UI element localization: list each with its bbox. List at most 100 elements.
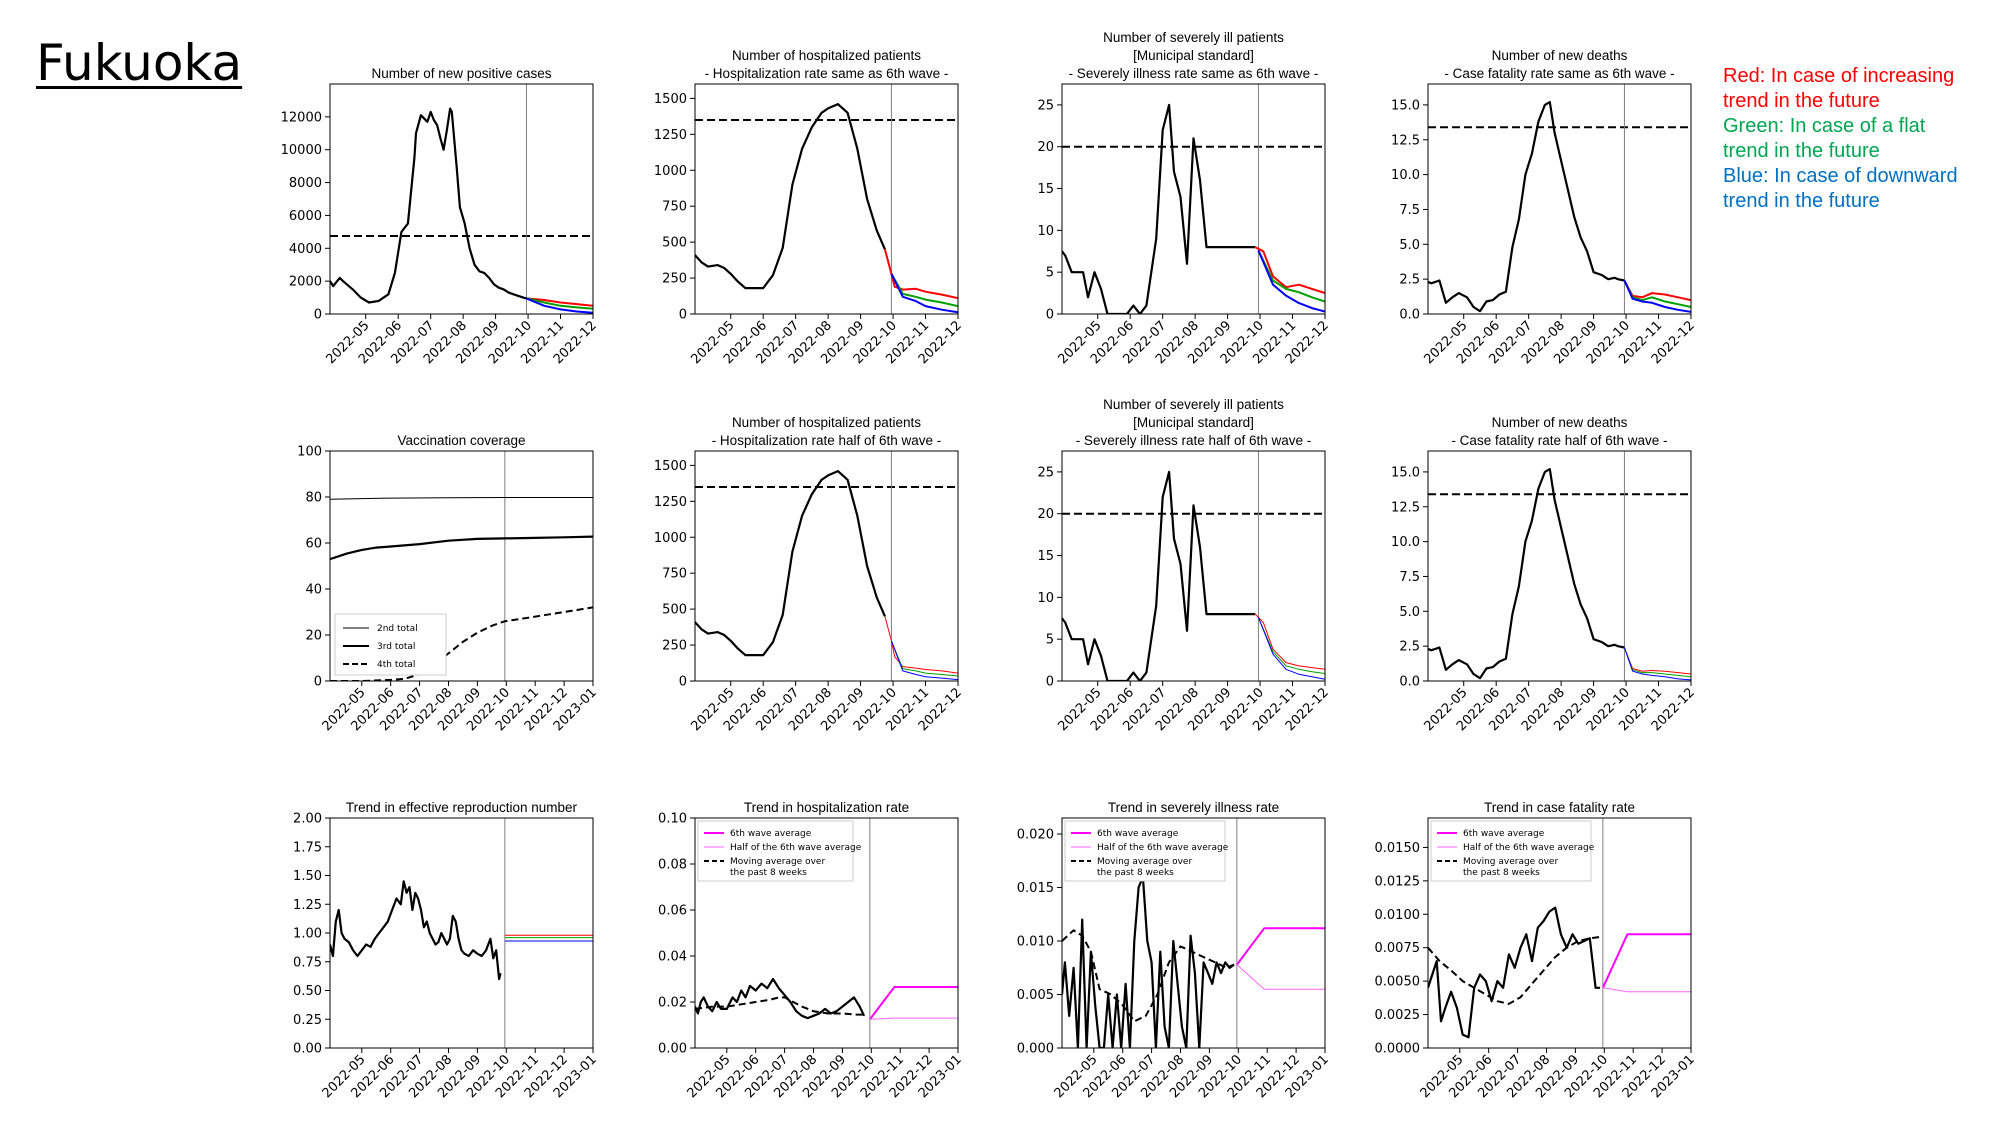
chart-cfr: Trend in case fatality rate 0.0000 0.0025 0…: [1375, 800, 1698, 1101]
chart-title: [Municipal standard]: [1133, 48, 1254, 63]
plot-frame: [1061, 817, 1326, 1049]
legend-box: [1430, 820, 1592, 882]
plot-area: [1062, 84, 1325, 314]
y-tick-label: 0: [1046, 308, 1054, 323]
series-magenta: [1601, 933, 1691, 989]
y-tick-label: 1250: [654, 495, 687, 510]
y-tick-label: 0.04: [658, 950, 687, 965]
chart-cases: Number of new positive cases 0 2000 4000 600…: [281, 66, 600, 367]
series-increase: [1254, 246, 1325, 295]
series-dashed: [1062, 929, 1235, 1023]
series-decrease_thin: [890, 640, 958, 681]
plot-area: [695, 451, 958, 681]
legend-line: trend in the future: [1723, 140, 1880, 162]
series-thin: [330, 497, 593, 500]
y-tick-label: 1000: [654, 531, 687, 546]
legend-label: Half of the 6th wave average: [1463, 843, 1595, 853]
y-tick-label: 0.0050: [1375, 975, 1421, 990]
series-observed: [330, 535, 593, 561]
y-tick-label: 0.0075: [1375, 941, 1421, 956]
series-dashed: [1428, 936, 1601, 1005]
y-tick-label: 20: [1037, 507, 1054, 522]
series-flat: [890, 273, 958, 308]
y-tick-label: 60: [305, 537, 322, 552]
y-tick-label: 2.5: [1399, 273, 1420, 288]
plot-area: [330, 451, 593, 681]
series-observed: [1062, 103, 1256, 314]
plot-frame: [694, 817, 959, 1049]
y-tick-label: 2000: [289, 275, 322, 290]
legend-label: Moving average over: [1463, 857, 1558, 867]
plot-area: [1428, 451, 1691, 681]
chart-title: - Severely illness rate same as 6th wave…: [1069, 66, 1319, 81]
chart-severe_half: Number of severely ill patients [Municipa…: [1037, 397, 1331, 734]
y-tick-label: 40: [305, 583, 322, 598]
chart-title: Number of hospitalized patients: [732, 415, 921, 430]
y-tick-label: 25: [1037, 465, 1054, 480]
series-magenta: [1236, 927, 1325, 966]
plot-area: [330, 818, 593, 1048]
chart-rt: Trend in effective reproduction number 0.…: [293, 800, 600, 1101]
series-magenta: [869, 986, 958, 1020]
y-tick-label: 2.00: [293, 812, 322, 827]
plot-frame: [1061, 83, 1326, 315]
y-tick-label: 1.50: [293, 869, 322, 884]
y-tick-label: 0.75: [293, 955, 322, 970]
series-observed: [1428, 906, 1600, 1039]
y-tick-label: 1250: [654, 128, 687, 143]
legend-label: Moving average over: [1097, 857, 1192, 867]
y-tick-label: 6000: [289, 209, 322, 224]
chart-vaccination: Vaccination coverage0204060801002022-052…: [297, 433, 600, 734]
chart-title: Trend in effective reproduction number: [346, 800, 578, 815]
y-tick-label: 0.50: [293, 984, 322, 999]
series-pink: [869, 1017, 958, 1020]
y-tick-label: 0.000: [1017, 1042, 1054, 1057]
y-tick-label: 0.010: [1017, 935, 1054, 950]
chart-hosp_rate: Trend in hospitalization rate 0.00 0.02 0.0…: [658, 800, 965, 1101]
y-tick-label: 750: [662, 567, 687, 582]
y-tick-label: 0.25: [293, 1013, 322, 1028]
legend-label: the past 8 weeks: [1463, 868, 1540, 878]
series-observed: [330, 107, 527, 304]
y-tick-label: 0.00: [658, 1042, 687, 1057]
chart-title: Number of new deaths: [1492, 415, 1628, 430]
series-observed: [695, 470, 886, 657]
series-increase: [883, 249, 958, 300]
y-tick-label: 0.0: [1399, 308, 1420, 323]
y-tick-label: 10: [1037, 591, 1054, 606]
series-increase_thin: [1254, 613, 1325, 670]
y-tick-label: 0: [314, 308, 322, 323]
plot-frame: [694, 83, 959, 315]
y-tick-label: 100: [297, 445, 322, 460]
y-tick-label: 20: [1037, 140, 1054, 155]
plot-frame: [694, 450, 959, 682]
series-observed: [1428, 101, 1625, 313]
legend-label: 6th wave average: [730, 829, 812, 839]
y-tick-label: 1500: [654, 92, 687, 107]
y-tick-label: 1000: [654, 164, 687, 179]
y-tick-label: 0.005: [1017, 988, 1054, 1003]
series-flat_thin: [1257, 617, 1325, 674]
y-tick-label: 5: [1046, 633, 1054, 648]
y-tick-label: 0: [1046, 675, 1054, 690]
series-decrease_thin: [1623, 647, 1691, 681]
series-decrease: [1257, 250, 1325, 313]
chart-deaths_half: Number of new deaths - Case fatality rate…: [1391, 415, 1698, 734]
y-tick-label: 25: [1037, 98, 1054, 113]
plot-area: [1062, 451, 1325, 681]
y-tick-label: 2.5: [1399, 640, 1420, 655]
chart-severe_same: Number of severely ill patients [Municipa…: [1037, 30, 1331, 367]
y-tick-label: 0.0150: [1375, 841, 1421, 856]
y-tick-label: 0.015: [1017, 881, 1054, 896]
chart-hosp_half: Number of hospitalized patients - Hospita…: [654, 415, 965, 734]
y-tick-label: 5.0: [1399, 605, 1420, 620]
chart-title: [Municipal standard]: [1133, 415, 1254, 430]
chart-title: - Case fatality rate same as 6th wave -: [1444, 66, 1674, 81]
chart-deaths_same: Number of new deaths - Case fatality rate…: [1391, 48, 1698, 367]
y-tick-label: 5.0: [1399, 238, 1420, 253]
series-observed: [1062, 875, 1235, 1048]
series-decrease: [526, 297, 593, 314]
chart-title: Number of new deaths: [1492, 48, 1628, 63]
plot-area: [695, 818, 958, 1048]
y-tick-label: 80: [305, 491, 322, 506]
